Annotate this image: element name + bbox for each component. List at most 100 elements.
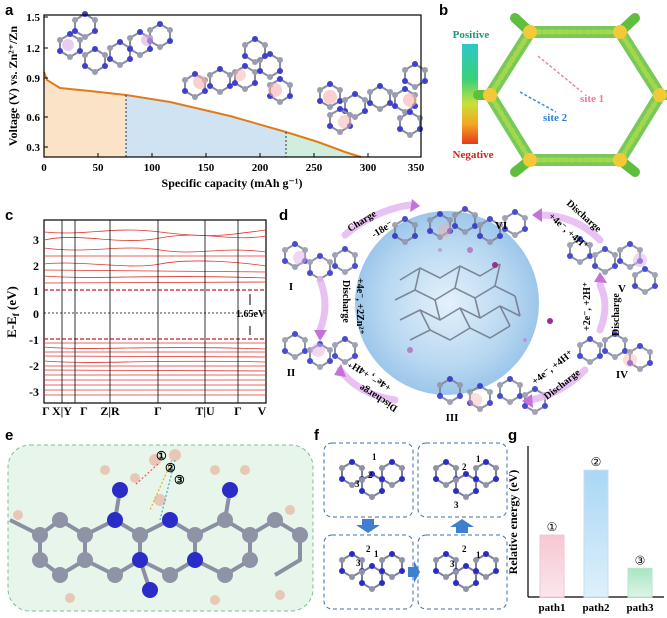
y-tick-1: 1 (33, 284, 39, 298)
site-num-2a: 2 (368, 470, 373, 480)
bar-path3 (627, 567, 653, 598)
discharge-4-label: Discharge (611, 293, 622, 336)
site-num-1b: 1 (476, 454, 481, 464)
y-tick-neg2: -2 (29, 359, 39, 373)
path-arrows-e (134, 459, 176, 521)
panel-e-background (7, 444, 314, 612)
x-tick-350: 350 (408, 162, 425, 174)
kpoint-x-y: X|Y (52, 404, 72, 418)
x-axis-ticks-a: 0 50 100 150 200 250 300 350 (41, 153, 425, 174)
panel-a: a (5, 2, 429, 190)
region-fill-1 (44, 79, 126, 157)
x-tick-300: 300 (360, 162, 377, 174)
site-num-2b: 2 (462, 462, 467, 472)
panel-c: c 1.65eV 3 2 (4, 207, 267, 418)
x-tick-200: 200 (252, 162, 269, 174)
site2-label: site 2 (543, 112, 568, 124)
kpoint-separators (61, 220, 239, 403)
y-axis-label-c: E-Ef (eV) (4, 286, 21, 338)
x-tick-0: 0 (41, 162, 47, 174)
state-labels: I II III IV V VI (287, 220, 628, 424)
kpoint-gamma-1: Γ (42, 404, 50, 418)
conduction-bands (43, 229, 267, 284)
kpoint-labels: Γ X|Y Γ Z|R Γ T|U Γ V (42, 404, 266, 418)
panel-label-b: b (439, 2, 448, 19)
y-axis-ticks-a: 0.3 0.6 0.9 1.2 1.5 (26, 12, 48, 154)
panel-label-e: e (5, 427, 13, 444)
plot-frame-c (43, 219, 267, 404)
site-num-1a: 1 (372, 452, 377, 462)
y-tick-0.9: 0.9 (26, 73, 40, 85)
x-tick-path2: path2 (583, 602, 610, 614)
band-gap-label: 1.65eV (236, 309, 266, 320)
x-axis-label-a: Specific capacity (mAh g⁻¹) (162, 176, 303, 190)
kpoint-gamma-4: Γ (234, 404, 242, 418)
y-tick-0.3: 0.3 (26, 142, 40, 154)
y-tick-1.2: 1.2 (26, 43, 40, 55)
discharge-1-ions: +4e⁻, +2Zn²⁺ (354, 278, 365, 335)
y-tick-0.6: 0.6 (26, 112, 40, 124)
colorbar-bottom-label: Negative (453, 149, 494, 161)
site-num-3d: 3 (450, 559, 455, 569)
site2-arrow (519, 91, 557, 113)
step-arrows (356, 519, 474, 583)
state-label-3: III (446, 412, 459, 424)
panel-d: d (279, 198, 659, 424)
electrolyte-sphere (355, 211, 539, 395)
atoms-e (13, 449, 308, 605)
state-label-4: IV (616, 369, 628, 381)
state-label-1: I (289, 281, 293, 293)
x-tick-150: 150 (198, 162, 215, 174)
discharge-4-ions: +2e⁻, +2H⁺ (582, 282, 593, 331)
panel-label-f: f (314, 427, 320, 444)
molecule-state-1 (56, 10, 174, 76)
state-label-6: VI (495, 220, 507, 232)
site1-arrow (537, 55, 583, 93)
bar-path1 (539, 534, 565, 598)
panel-label-c: c (5, 207, 13, 224)
path-marker-1: ① (156, 449, 167, 463)
kpoint-gamma-3: Γ (154, 404, 162, 418)
colorbar (462, 44, 478, 144)
y-axis-ticks-c: 3 2 1 0 -1 -2 -3 (29, 233, 39, 399)
kpoint-v: V (258, 404, 267, 418)
site-num-2c: 2 (366, 544, 371, 554)
site-num-1d: 1 (476, 550, 481, 560)
y-axis-label-a: Voltage (V) vs. Zn²⁺/Zn (6, 26, 20, 146)
molecule-state-3 (316, 60, 429, 139)
kpoint-z-r: Z|R (100, 404, 120, 418)
bar-path2 (583, 469, 609, 598)
path-marker-2: ② (165, 461, 176, 475)
y-tick-0: 0 (33, 307, 39, 321)
y-tick-1.5: 1.5 (26, 12, 40, 24)
kpoint-gamma-2: Γ (80, 404, 88, 418)
discharge-1-label: Discharge (340, 280, 351, 323)
y-tick-neg3: -3 (29, 385, 39, 399)
site-num-2d: 2 (462, 544, 467, 554)
path-marker-3: ③ (174, 473, 185, 487)
panel-e: e (5, 427, 314, 612)
x-tick-path1: path1 (539, 602, 566, 614)
site-num-3b: 3 (454, 500, 459, 510)
panel-f: f 1 2 3 1 2 3 1 2 3 1 (314, 427, 508, 610)
state-label-5: V (618, 283, 626, 295)
site1-label: site 1 (580, 93, 604, 105)
x-tick-50: 50 (93, 162, 105, 174)
bars-group: ① path1 ② path2 ③ path3 (539, 455, 654, 614)
region-fill-2 (126, 95, 286, 157)
x-tick-250: 250 (306, 162, 323, 174)
bar-marker-path3: ③ (635, 553, 646, 567)
site-num-3c: 3 (356, 558, 361, 568)
kpoint-t-u: T|U (195, 404, 215, 418)
state-label-2: II (287, 367, 296, 379)
panel-label-d: d (279, 207, 288, 224)
panel-g: g Relative energy (eV) ① path1 ② path2 ③ path… (506, 427, 664, 614)
plot-frame-a (43, 14, 422, 158)
x-tick-path3: path3 (627, 602, 654, 614)
ions (407, 247, 553, 353)
cof-sheet-center (394, 263, 521, 341)
colorbar-top-label: Positive (453, 29, 490, 41)
y-tick-neg1: -1 (29, 333, 39, 347)
y-tick-2: 2 (33, 259, 39, 273)
